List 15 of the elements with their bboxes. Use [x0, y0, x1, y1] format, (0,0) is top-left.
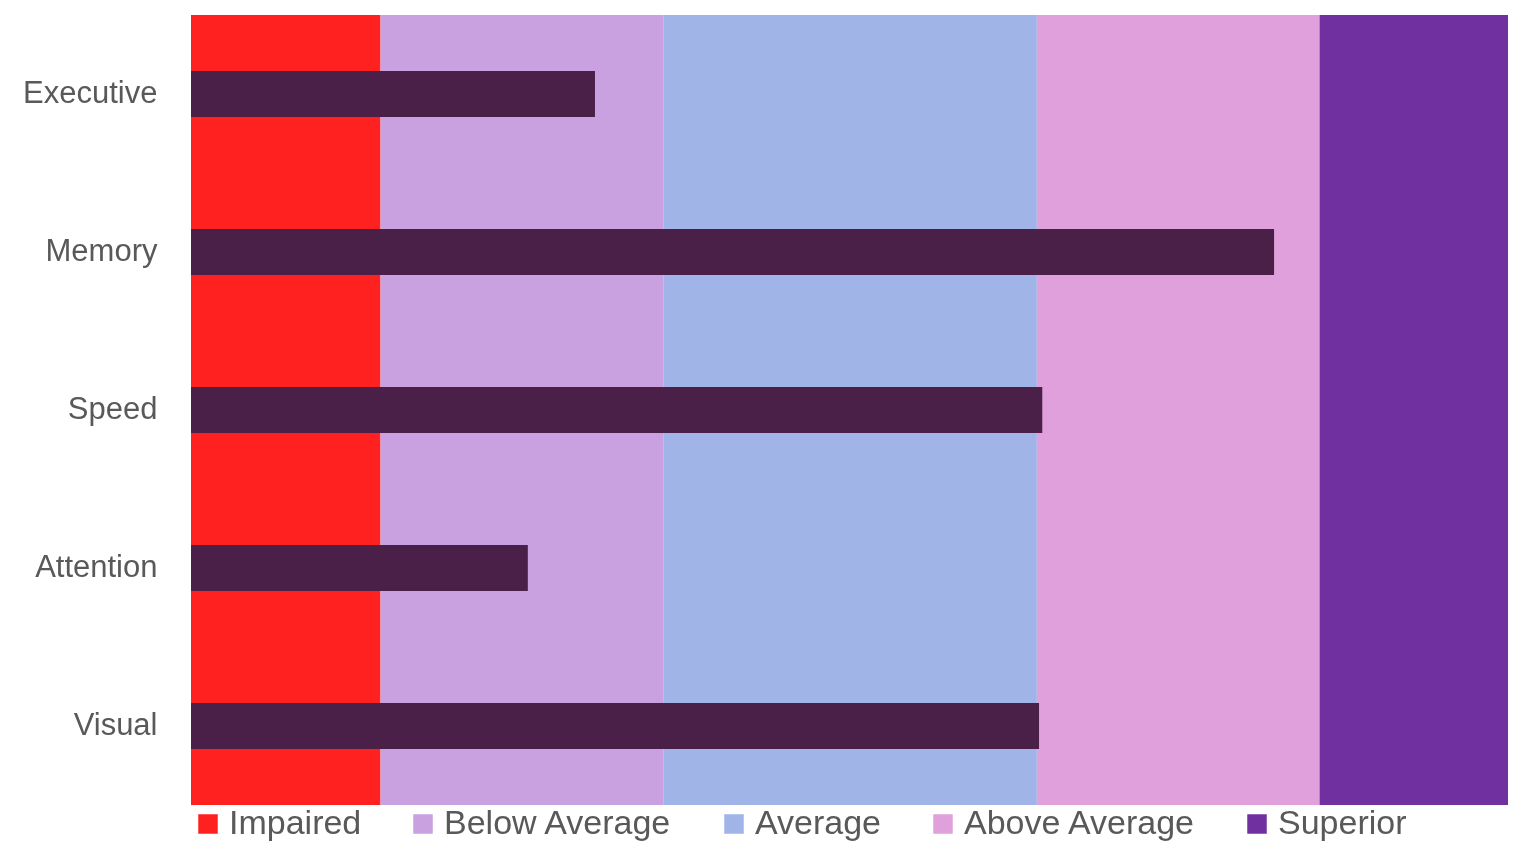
bar: [191, 545, 528, 591]
y-tick-label: Visual: [73, 707, 158, 742]
band-label: Above Average: [964, 803, 1194, 841]
y-tick-label: Memory: [45, 233, 158, 268]
band-label: Below Average: [444, 803, 671, 841]
bar: [191, 387, 1043, 433]
bar: [191, 229, 1275, 275]
band-label: Average: [755, 803, 882, 841]
y-tick-label: Attention: [35, 549, 158, 584]
bar: [191, 703, 1040, 749]
y-tick-label: Executive: [23, 75, 158, 110]
y-tick-label: Speed: [67, 391, 158, 426]
band-label: Superior: [1278, 803, 1407, 841]
band-label: Impaired: [229, 803, 362, 841]
bar: [191, 71, 595, 117]
